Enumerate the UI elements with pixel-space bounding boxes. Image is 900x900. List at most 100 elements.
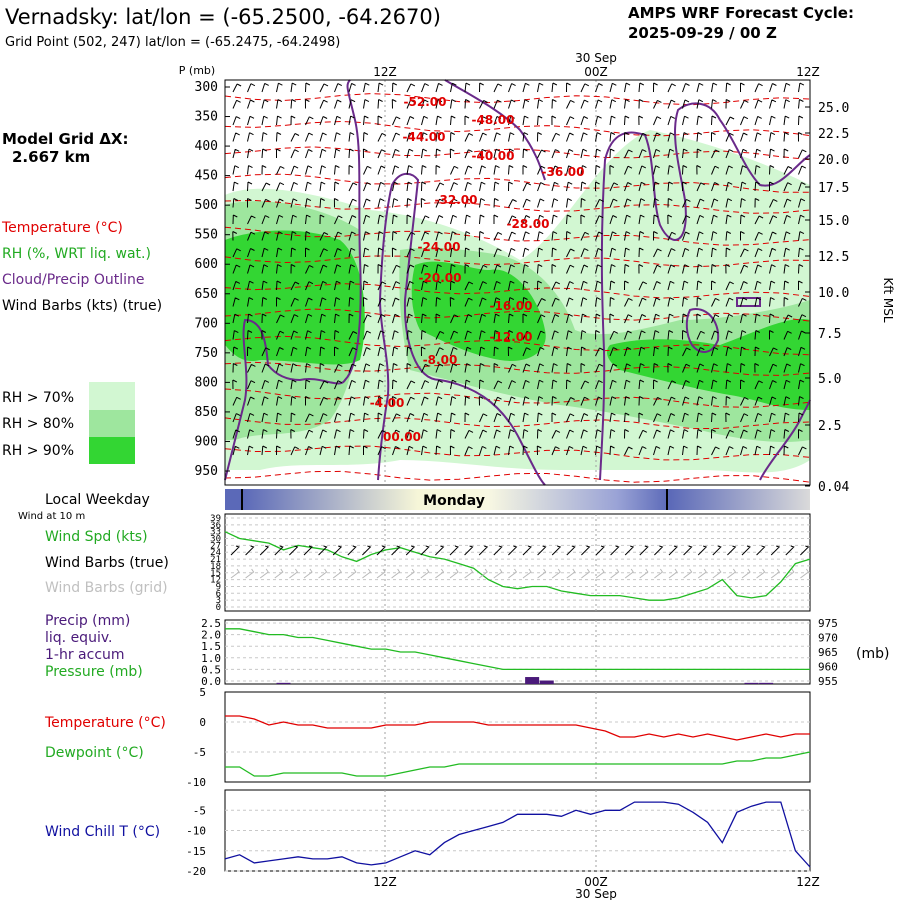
- model-grid-value: 2.667 km: [12, 148, 90, 166]
- temperature-label: -16.00: [490, 299, 533, 313]
- cloud-outline-1: [224, 79, 362, 481]
- pressure-tick-label: 975: [818, 617, 838, 630]
- pressure-tick-label: 700: [195, 316, 218, 331]
- precip-label-3: 1-hr accum: [45, 647, 125, 663]
- pressure-tick-label: 300: [195, 80, 218, 95]
- temperature-label: -28.00: [507, 217, 550, 231]
- legend-rh80: RH > 80%: [2, 416, 74, 432]
- surface-wind-barbs-grid: [230, 568, 810, 579]
- precip-bar: [744, 682, 759, 684]
- height-tick-label: 2.5: [818, 419, 841, 434]
- precip-label-2: liq. equiv.: [45, 630, 112, 646]
- temperature-label: -36.00: [542, 165, 585, 179]
- cycle-label: AMPS WRF Forecast Cycle:: [628, 4, 854, 22]
- temperature-label: -20.00: [419, 271, 462, 285]
- weekday-label: Local Weekday: [45, 492, 150, 508]
- pressure-axis-label: P (mb): [179, 64, 215, 77]
- bottom-tick-label-3: 12Z: [796, 875, 820, 889]
- temperature-label: -32.00: [435, 193, 478, 207]
- wind-speed-tick-label: 24: [210, 548, 221, 558]
- rh-90-region-2: [411, 261, 546, 361]
- surface-wind-barbs-true: [230, 545, 810, 556]
- pressure-tick-label: 850: [195, 405, 218, 420]
- precip-tick-label: 0.0: [201, 675, 221, 688]
- panel-frame: [224, 513, 811, 612]
- temperature-tick-label: -10: [186, 776, 206, 789]
- temperature-panel-label: Temperature (°C): [44, 715, 166, 731]
- height-tick-label: 20.0: [818, 153, 849, 168]
- precip-bar: [525, 677, 540, 684]
- height-tick-label: 7.5: [818, 327, 841, 342]
- model-grid-label: Model Grid ΔX:: [2, 130, 129, 148]
- dewpoint-label: Dewpoint (°C): [45, 745, 144, 761]
- temperature-label: -24.00: [418, 240, 461, 254]
- wind-speed-tick-label: 6: [216, 589, 221, 599]
- precip-bar: [759, 682, 774, 684]
- temperature-label: -40.00: [472, 149, 515, 163]
- gridpoint-subtitle: Grid Point (502, 247) lat/lon = (-65.247…: [5, 35, 340, 50]
- wind-chill-panel: -5 -10 -15 -20: [186, 789, 811, 878]
- temperature-labels: -52.00 -48.00 -44.00 -40.00 -36.00 -32.00 -28.…: [370, 95, 585, 444]
- precip-label-1: Precip (mm): [45, 613, 130, 629]
- temperature-label: -12.00: [490, 330, 533, 344]
- cross-section-frame: [224, 79, 811, 486]
- temperature-dewpoint-panel: 5 0 -5 -10: [186, 686, 811, 789]
- pressure-tick-label: 550: [195, 228, 218, 243]
- top-tick-label-2: 00Z: [584, 65, 608, 79]
- wind-speed-tick-label: 12: [210, 576, 221, 586]
- pressure-tick-label: 350: [195, 110, 218, 125]
- pressure-tick-label: 500: [195, 198, 218, 213]
- precip-tick-label: 0.5: [201, 663, 221, 676]
- height-tick-label: 10.0: [818, 286, 849, 301]
- precip-tick-label: 1.5: [201, 640, 221, 653]
- height-tick-label: 25.0: [818, 101, 849, 116]
- wind-speed-tick-label: 30: [210, 535, 221, 545]
- height-tick-label: 15.0: [818, 214, 849, 229]
- height-ticks: 25.0 22.5 20.0 17.5 15.0 12.5 10.0 7.5 5.0 2.5 0.0…: [805, 101, 849, 495]
- temperature-contour: [224, 417, 811, 430]
- wind-speed-tick-label: 33: [210, 528, 221, 538]
- wind-speed-line: [224, 531, 811, 601]
- cloud-outline-6: [736, 297, 761, 307]
- wind-speed-tick-label: 27: [210, 541, 221, 551]
- legend-rh: RH (%, WRT liq. wat.): [2, 246, 151, 262]
- temperature-contour: [224, 335, 811, 356]
- height-axis-label: Kft MSL: [881, 277, 895, 322]
- wind-chill-tick-label: -20: [186, 865, 206, 878]
- height-tick-label: 5.0: [818, 372, 841, 387]
- rh-90-region-3: [607, 319, 810, 410]
- pressure-label: Pressure (mb): [45, 664, 143, 680]
- height-tick-label: 12.5: [818, 250, 849, 265]
- weekday-bar: [225, 489, 810, 510]
- pressure-tick-label: 960: [818, 661, 838, 674]
- wind-chill-tick-label: -15: [186, 845, 206, 858]
- precip-tick-label: 2.0: [201, 629, 221, 642]
- wind-speed-tick-label: 36: [210, 521, 221, 531]
- pressure-tick-label: 800: [195, 375, 218, 390]
- swatch-rh70: [89, 382, 135, 410]
- cloud-outline-7: [759, 399, 811, 481]
- cross-section-panel: -52.00 -48.00 -44.00 -40.00 -36.00 -32.00 -28.…: [195, 79, 849, 495]
- height-tick-label: 17.5: [818, 181, 849, 196]
- dewpoint-line: [225, 751, 811, 777]
- cloud-outline-4: [599, 102, 811, 481]
- wind-chill-tick-label: -5: [193, 804, 206, 817]
- temperature-contour: [224, 283, 811, 299]
- top-tick-label-1: 12Z: [373, 65, 397, 79]
- pressure-tick-label: 955: [818, 675, 838, 688]
- swatch-rh80: [89, 410, 135, 437]
- temperature-tick-label: 5: [199, 686, 206, 699]
- rh-90-region: [225, 230, 365, 365]
- temperature-contour: [224, 226, 811, 246]
- wind-speed-label: Wind Spd (kts): [45, 529, 148, 545]
- pressure-tick-label: 970: [818, 632, 838, 645]
- pressure-tick-label: 900: [195, 434, 218, 449]
- pressure-ticks: 300 350 400 450 500 550 600 650 700 750 800 850 900 9…: [195, 80, 230, 479]
- temperature-contour: [224, 470, 811, 483]
- temperature-contour: [224, 173, 811, 193]
- temperature-contour: [224, 445, 811, 461]
- wind-speed-tick-label: 21: [210, 555, 221, 565]
